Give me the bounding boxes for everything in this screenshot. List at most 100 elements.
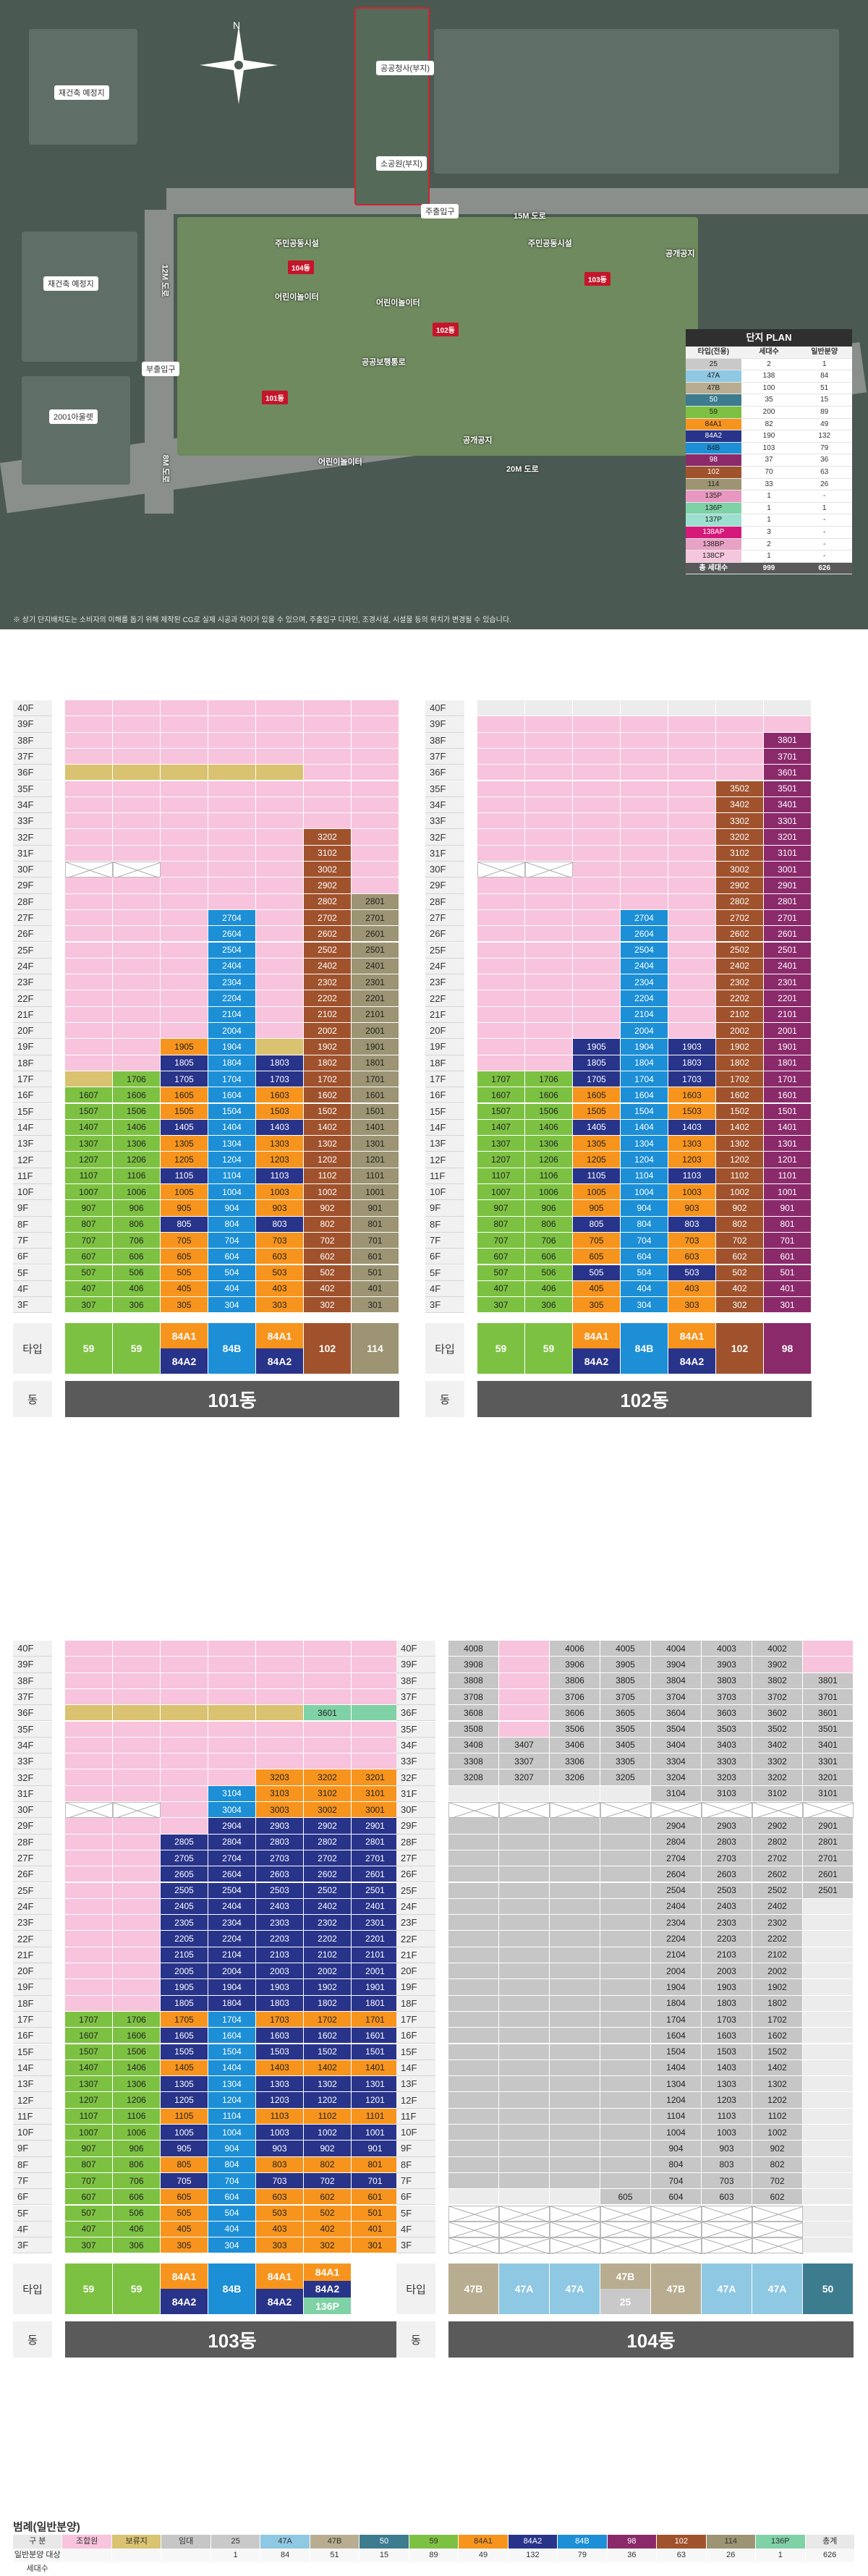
unit-cell: 503 (256, 2205, 304, 2222)
unit-cell: 3506 (550, 1721, 600, 1738)
unit-cell (573, 942, 621, 958)
unit-cell: 802 (304, 1216, 352, 1233)
plan-total: 총 세대수 999 626 (686, 562, 852, 575)
dong-row-label: 동 (13, 2321, 52, 2358)
floor-label: 27F (13, 909, 52, 927)
unit-cell: 2004 (621, 1023, 668, 1040)
unit-cell: 1002 (304, 2125, 352, 2141)
unit-cell: 907 (477, 1200, 525, 1217)
floor-label: 39F (425, 716, 464, 733)
unit-cell: 605 (161, 1249, 208, 1265)
unit-cell: 1005 (161, 1184, 208, 1201)
floor-label: 3F (13, 1297, 52, 1314)
unit-cell: 1102 (304, 1168, 352, 1184)
unit-cell: 1306 (525, 1136, 573, 1152)
unit-cell: 602 (716, 1249, 764, 1265)
unit-cell: 705 (573, 1232, 621, 1249)
unit-cell: 2304 (621, 974, 668, 991)
legend-type: 59 (409, 2535, 459, 2549)
unit-cell (525, 845, 573, 862)
unit-void (752, 2237, 804, 2255)
unit-cell: 2303 (702, 1915, 752, 1931)
unit-cell: 907 (65, 1200, 113, 1217)
unit-cell (803, 2044, 854, 2060)
unit-cell: 307 (477, 1297, 525, 1314)
unit-cell (65, 1915, 113, 1931)
unit-cell (113, 1979, 161, 1996)
unit-cell (161, 1672, 208, 1689)
unit-cell (65, 1995, 113, 2012)
plan-row-type: 102 (686, 466, 741, 478)
unit-cell (113, 1006, 161, 1023)
unit-cell: 1905 (161, 1979, 208, 1996)
unit-cell: 904 (651, 2141, 702, 2157)
unit-cell (550, 1882, 600, 1899)
unit-cell (621, 732, 668, 749)
unit-cell: 4005 (600, 1641, 651, 1657)
floor-label: 37F (396, 1688, 435, 1706)
plan-row-units: 100 (762, 383, 775, 392)
unit-cell (499, 1898, 550, 1916)
unit-cell (668, 796, 716, 814)
unit-cell (161, 942, 208, 958)
unit-cell: 3102 (716, 845, 764, 862)
unit-cell (256, 1705, 304, 1722)
unit-void (448, 1802, 500, 1819)
unit-cell (573, 1006, 621, 1023)
floor-label: 35F (13, 1721, 52, 1738)
unit-cell (256, 765, 304, 781)
map-dong-104: 104동 (288, 260, 314, 274)
unit-cell: 402 (304, 1280, 352, 1298)
unit-cell: 2902 (716, 877, 764, 894)
unit-cell (477, 974, 525, 991)
unit-cell: 3301 (764, 813, 812, 830)
unit-cell: 804 (208, 1216, 256, 1233)
unit-cell: 2701 (352, 909, 399, 927)
unit-cell: 607 (477, 1249, 525, 1265)
unit-cell: 1004 (208, 2125, 256, 2141)
unit-cell (161, 1737, 208, 1754)
unit-cell (621, 700, 668, 717)
unit-cell (113, 1023, 161, 1040)
legend-count: 15 (359, 2549, 409, 2562)
unit-cell (256, 1737, 304, 1754)
unit-cell: 1306 (113, 2076, 161, 2093)
unit-void (499, 1802, 550, 1819)
unit-cell: 3001 (764, 862, 812, 878)
floor-label: 30F (13, 862, 52, 878)
type-cell: 102 (304, 1323, 352, 1374)
plan-row-sale: 26 (820, 480, 829, 488)
unit-cell: 702 (304, 1232, 352, 1249)
floor-label: 20F (396, 1963, 435, 1980)
floor-label: 15F (396, 2044, 435, 2060)
unit-cell (256, 942, 304, 958)
unit-cell: 2804 (651, 1834, 702, 1850)
floor-label: 5F (425, 1264, 464, 1281)
floor-label: 36F (425, 765, 464, 781)
unit-void (600, 2237, 652, 2255)
unit-cell: 1703 (668, 1071, 716, 1088)
unit-cell (161, 1818, 208, 1835)
type-cell: 84B (208, 1323, 256, 1374)
unit-cell: 3604 (651, 1705, 702, 1722)
unit-cell: 1602 (716, 1087, 764, 1104)
unit-cell: 2603 (702, 1866, 752, 1883)
unit-cell: 2902 (304, 877, 352, 894)
unit-cell (525, 942, 573, 958)
unit-cell (716, 765, 764, 781)
unit-void (803, 1802, 854, 1819)
unit-cell (208, 700, 256, 717)
unit-cell (448, 2141, 499, 2157)
unit-cell: 802 (304, 2156, 352, 2173)
unit-cell (477, 796, 525, 814)
unit-cell: 1107 (65, 1168, 113, 1184)
unit-cell (573, 990, 621, 1007)
unit-cell: 3508 (448, 1721, 499, 1738)
unit-cell: 1804 (208, 1055, 256, 1071)
unit-cell (65, 958, 113, 975)
unit-cell: 2102 (304, 1006, 352, 1023)
unit-cell: 907 (65, 2141, 113, 2157)
unit-cell (113, 1963, 161, 1980)
unit-cell (161, 893, 208, 910)
unit-cell (161, 796, 208, 814)
